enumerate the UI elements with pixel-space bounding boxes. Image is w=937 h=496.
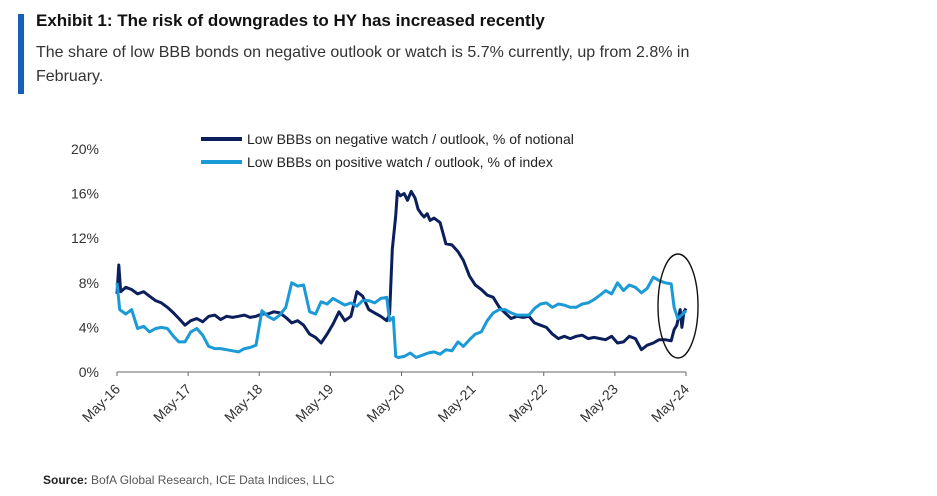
x-tick-label: May-17 xyxy=(150,381,194,425)
y-tick-label: 4% xyxy=(79,319,99,335)
legend-label: Low BBBs on positive watch / outlook, % … xyxy=(247,154,553,170)
x-tick-label: May-21 xyxy=(434,381,478,425)
x-tick-label: May-23 xyxy=(577,381,621,425)
x-tick-label: May-22 xyxy=(506,381,550,425)
annotation-ellipse xyxy=(657,253,699,359)
y-tick-label: 12% xyxy=(71,230,99,246)
series-line-negative-watch xyxy=(115,189,688,352)
series-line-positive-watch xyxy=(115,275,688,359)
x-tick-label: May-19 xyxy=(292,381,336,425)
x-tick-label: May-16 xyxy=(79,381,123,425)
x-tick-label: May-20 xyxy=(363,381,407,425)
source-text: BofA Global Research, ICE Data Indices, … xyxy=(91,473,335,487)
source-label: Source: xyxy=(43,473,88,487)
x-tick-label: May-18 xyxy=(221,381,265,425)
y-tick-label: 8% xyxy=(79,275,99,291)
source-note: Source: BofA Global Research, ICE Data I… xyxy=(43,473,335,487)
legend-label: Low BBBs on negative watch / outlook, % … xyxy=(247,131,574,147)
x-tick-label: May-24 xyxy=(648,381,692,425)
exhibit-subtitle: The share of low BBB bonds on negative o… xyxy=(36,44,690,85)
exhibit-title: Exhibit 1: The risk of downgrades to HY … xyxy=(36,11,545,30)
y-tick-label: 20% xyxy=(71,141,99,157)
y-tick-label: 16% xyxy=(71,186,99,202)
accent-bar xyxy=(18,14,24,94)
y-tick-label: 0% xyxy=(79,364,99,380)
